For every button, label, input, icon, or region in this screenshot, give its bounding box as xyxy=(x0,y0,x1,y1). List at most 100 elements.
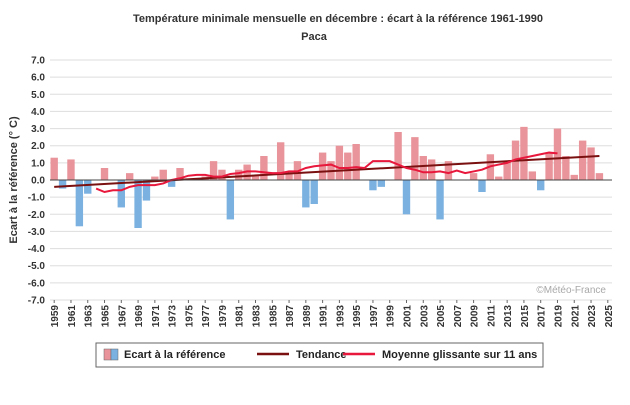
y-tick-label: 0.0 xyxy=(31,176,45,187)
x-tick-label: 1963 xyxy=(84,305,95,328)
bar-2013 xyxy=(503,161,511,180)
x-tick-label: 1977 xyxy=(201,305,212,328)
y-tick-label: 2.0 xyxy=(31,141,45,152)
x-tick-label: 2007 xyxy=(453,305,464,328)
bar-1968 xyxy=(125,173,134,180)
y-tick-label: -1.0 xyxy=(28,193,46,204)
x-tick-label: 1989 xyxy=(302,305,313,328)
y-tick-label: -5.0 xyxy=(28,261,46,272)
x-tick-label: 2025 xyxy=(604,305,615,328)
bar-2001 xyxy=(402,180,411,215)
x-tick-label: 1999 xyxy=(386,305,397,328)
bar-1959 xyxy=(50,157,58,180)
x-tick-label: 1997 xyxy=(369,305,380,328)
y-tick-label: 7.0 xyxy=(31,56,45,67)
trend-line xyxy=(54,155,600,188)
legend-label-ecart: Ecart à la référence xyxy=(124,349,226,361)
chart-subtitle: Paca xyxy=(301,31,328,43)
bar-2024 xyxy=(595,173,604,180)
x-tick-label: 1985 xyxy=(268,305,279,328)
x-tick-label: 2013 xyxy=(503,305,514,328)
bar-1981 xyxy=(235,169,243,180)
bar-1970 xyxy=(142,180,151,201)
x-tick-label: 1965 xyxy=(101,305,112,328)
bar-1979 xyxy=(218,169,226,180)
bar-2023 xyxy=(587,147,595,180)
x-axis-ticks: 1959 1961 1963 1965 1967 1969 1971 1973 1975 1977… xyxy=(50,300,615,327)
bar-2005 xyxy=(436,180,444,220)
bar-1987 xyxy=(285,173,293,180)
bar-2020 xyxy=(562,156,570,180)
plot-area: ©Météo-France xyxy=(50,59,612,301)
bar-1980 xyxy=(226,180,235,220)
y-axis-label: Ecart à la référence (° C) xyxy=(8,116,20,244)
x-tick-label: 2011 xyxy=(486,305,497,327)
legend-swatch-negative-icon xyxy=(110,348,119,361)
x-tick-label: 2003 xyxy=(419,305,430,328)
bar-1971 xyxy=(151,176,159,180)
bar-2017 xyxy=(537,180,545,191)
legend-label-moyenne: Moyenne glissante sur 11 ans xyxy=(382,349,537,361)
bar-1960 xyxy=(58,180,67,189)
bar-2015 xyxy=(520,126,528,180)
bar-1994 xyxy=(344,152,352,180)
x-tick-label: 2019 xyxy=(553,305,564,328)
y-tick-label: -3.0 xyxy=(28,227,46,238)
bar-2000 xyxy=(394,132,402,180)
bar-1984 xyxy=(260,156,268,180)
x-tick-label: 1971 xyxy=(151,305,162,328)
bar-2016 xyxy=(528,171,537,180)
legend-box xyxy=(95,342,544,368)
x-tick-label: 1975 xyxy=(184,305,195,328)
y-tick-label: 6.0 xyxy=(31,73,45,84)
legend-swatch-positive-icon xyxy=(103,348,112,361)
y-tick-label: 1.0 xyxy=(31,158,45,169)
x-tick-label: 2017 xyxy=(537,305,548,328)
x-tick-label: 1969 xyxy=(134,305,145,328)
bar-2021 xyxy=(570,174,578,180)
x-tick-label: 2021 xyxy=(570,305,581,328)
x-tick-label: 1959 xyxy=(50,305,61,328)
y-axis-ticks: -7.0 -6.0 -5.0 -4.0 -3.0 -2.0 -1.0 0.0 1.0 2.0 3.0… xyxy=(28,56,46,307)
bar-1961 xyxy=(67,159,75,180)
y-tick-label: -4.0 xyxy=(28,244,46,255)
legend-label-tendance: Tendance xyxy=(296,349,347,361)
bar-1974 xyxy=(176,168,184,180)
y-tick-label: -7.0 xyxy=(28,296,46,307)
x-tick-label: 1967 xyxy=(117,305,128,328)
bar-1990 xyxy=(310,180,318,204)
bar-1978 xyxy=(209,161,218,180)
legend-item-moyenne: Moyenne glissante sur 11 ans xyxy=(343,349,537,361)
bar-1986 xyxy=(276,142,285,180)
bar-1969 xyxy=(134,180,142,228)
bar-2006 xyxy=(444,161,453,180)
bar-1962 xyxy=(75,180,84,227)
bar-2019 xyxy=(553,128,562,180)
bar-1995 xyxy=(352,144,360,180)
y-tick-label: 4.0 xyxy=(31,107,45,118)
x-tick-label: 1983 xyxy=(252,305,263,328)
x-tick-label: 1961 xyxy=(67,305,78,328)
x-tick-label: 2001 xyxy=(402,305,413,328)
bar-2018 xyxy=(545,152,553,180)
bar-2010 xyxy=(478,180,486,192)
legend-item-ecart: Ecart à la référence xyxy=(103,348,226,361)
x-tick-label: 1987 xyxy=(285,305,296,328)
x-tick-label: 1981 xyxy=(235,305,246,328)
y-tick-label: 3.0 xyxy=(31,124,45,135)
bar-1967 xyxy=(117,180,125,208)
x-tick-label: 1995 xyxy=(352,305,363,328)
x-tick-label: 1993 xyxy=(335,305,346,328)
chart-title: Température minimale mensuelle en décemb… xyxy=(133,13,543,25)
y-tick-label: 5.0 xyxy=(31,90,45,101)
legend: Ecart à la référence Tendance Moyenne gl… xyxy=(95,342,544,368)
y-tick-label: -2.0 xyxy=(28,210,46,221)
bar-2009 xyxy=(469,173,478,180)
x-tick-label: 2015 xyxy=(520,305,531,328)
bar-1993 xyxy=(335,145,344,180)
bar-1963 xyxy=(84,180,92,194)
bar-2012 xyxy=(495,176,503,180)
legend-item-tendance: Tendance xyxy=(257,349,347,361)
bar-1997 xyxy=(369,180,377,191)
